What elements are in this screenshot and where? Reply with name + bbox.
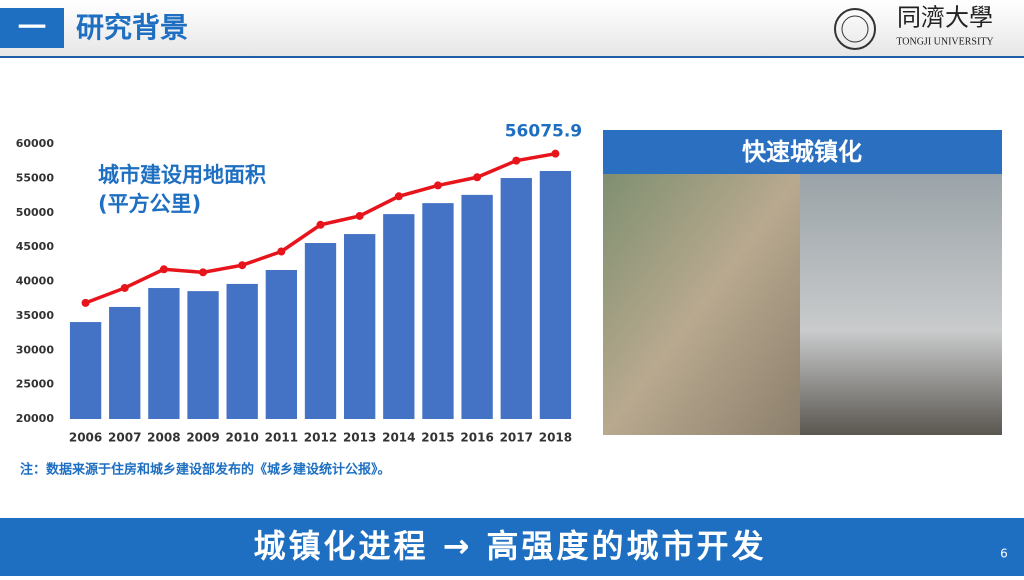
- bar: [148, 288, 180, 419]
- x-tick-label: 2012: [304, 431, 337, 445]
- bar: [539, 170, 572, 419]
- line-point: [199, 268, 208, 277]
- bar: [69, 322, 102, 419]
- y-tick-label: 40000: [16, 275, 55, 288]
- x-tick-label: 2013: [343, 431, 376, 445]
- annotation: (平方公里): [98, 192, 201, 216]
- section-box: [0, 8, 64, 48]
- logo-seal: [834, 8, 876, 50]
- data-label: 56075.9: [505, 122, 582, 142]
- chart: 20000 25000 30000 35000 40000 45000 50000 55000…: [16, 122, 582, 445]
- line-point: [277, 247, 286, 256]
- y-tick-label: 25000: [16, 378, 55, 391]
- x-tick-label: 2014: [382, 431, 415, 445]
- bar: [109, 306, 141, 419]
- y-tick-label: 55000: [16, 171, 55, 184]
- bar: [422, 203, 454, 419]
- x-tick-label: 2011: [265, 431, 298, 445]
- x-tick-label: 2017: [500, 431, 533, 445]
- bar: [343, 234, 376, 419]
- line-point: [473, 173, 482, 182]
- photo-caption-band: [603, 130, 1002, 174]
- annotation: 城市建设用地面积: [98, 163, 266, 187]
- note: 注：数据来源于住房和城乡建设部发布的《城乡建设统计公报》。: [20, 462, 391, 478]
- x-tick-label: 2009: [186, 431, 219, 445]
- x-tick-label: 2016: [460, 431, 493, 445]
- bar: [383, 214, 415, 419]
- photo-caption: 快速城镇化: [742, 138, 862, 166]
- line-point: [316, 220, 325, 229]
- page-number: 6: [1000, 547, 1008, 561]
- logo-sub: TONGJI UNIVERSITY: [896, 36, 993, 47]
- bar: [265, 270, 298, 419]
- logo-name: 同濟大學: [897, 5, 993, 32]
- y-tick-label: 30000: [16, 343, 55, 356]
- bar: [500, 178, 532, 419]
- section-number: 一: [18, 11, 46, 44]
- photo-city: [603, 174, 800, 435]
- x-tick-label: 2010: [225, 431, 258, 445]
- y-tick-label: 50000: [16, 206, 55, 219]
- x-tick-label: 2018: [539, 431, 572, 445]
- line-point: [551, 149, 560, 158]
- y-tick-label: 60000: [16, 137, 55, 150]
- bar: [187, 291, 219, 419]
- bar: [461, 194, 493, 419]
- line-point: [81, 298, 90, 307]
- line-point: [394, 192, 403, 201]
- x-tick-label: 2008: [147, 431, 180, 445]
- bar: [304, 243, 337, 419]
- footer-text: 城镇化进程 → 高强度的城市开发: [253, 527, 766, 565]
- footer-band: [0, 518, 1024, 576]
- line-point: [355, 211, 364, 220]
- photo-traffic: [800, 174, 1002, 435]
- x-tick-label: 2007: [108, 431, 141, 445]
- line-point: [433, 181, 442, 190]
- line-point: [159, 265, 168, 274]
- line-point: [120, 283, 129, 292]
- logo-seal-inner: [841, 15, 869, 43]
- bar: [226, 283, 258, 419]
- x-tick-label: 2015: [421, 431, 454, 445]
- y-tick-label: 45000: [16, 240, 55, 253]
- y-tick-label: 35000: [16, 309, 55, 322]
- line-point: [512, 156, 521, 165]
- line-point: [238, 261, 247, 270]
- x-tick-label: 2006: [69, 431, 102, 445]
- header-title: 研究背景: [76, 11, 188, 44]
- y-tick-label: 20000: [16, 412, 55, 425]
